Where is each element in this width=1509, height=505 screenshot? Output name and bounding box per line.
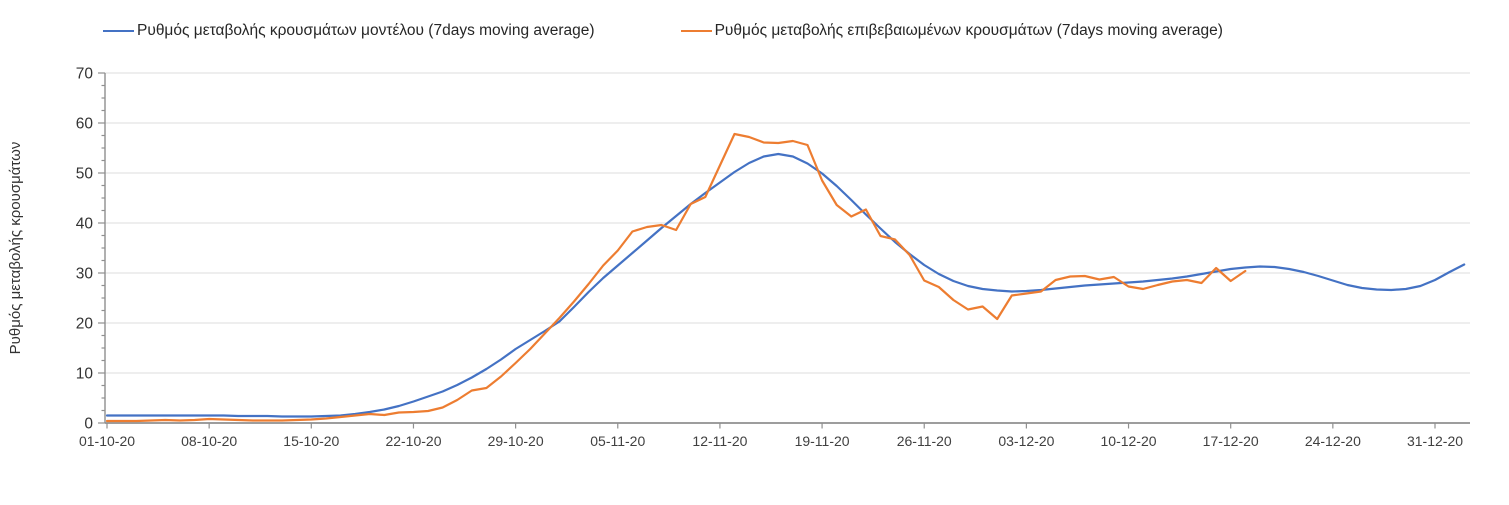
x-tick-label-26-11-20: 26-11-20 — [897, 433, 952, 449]
x-tick-label-19-11-20: 19-11-20 — [795, 433, 850, 449]
legend-item-model: Ρυθμός μεταβολής κρουσμάτων μοντέλου (7d… — [103, 22, 595, 40]
x-tick-label-24-12-20: 24-12-20 — [1305, 433, 1361, 449]
x-tick-label-12-11-20: 12-11-20 — [692, 433, 747, 449]
y-tick-label-30: 30 — [76, 266, 94, 283]
x-tick-label-08-10-20: 08-10-20 — [181, 433, 237, 449]
legend-label-model: Ρυθμός μεταβολής κρουσμάτων μοντέλου (7d… — [137, 22, 595, 39]
x-tick-label-17-12-20: 17-12-20 — [1203, 433, 1259, 449]
x-tick-label-29-10-20: 29-10-20 — [488, 433, 544, 449]
x-tick-label-22-10-20: 22-10-20 — [385, 433, 441, 449]
x-tick-label-05-11-20: 05-11-20 — [590, 433, 645, 449]
y-tick-label-70: 70 — [76, 66, 94, 83]
y-tick-label-0: 0 — [84, 416, 93, 433]
confirmed-series-line — [105, 132, 1247, 423]
legend: Ρυθμός μεταβολής κρουσμάτων μοντέλου (7d… — [103, 22, 1223, 40]
x-tick-label-03-12-20: 03-12-20 — [998, 433, 1054, 449]
x-tick-label-01-10-20: 01-10-20 — [79, 433, 135, 449]
model-series-swatch-icon — [103, 30, 134, 32]
legend-item-confirmed: Ρυθμός μεταβολής επιβεβαιωμένων κρουσμάτ… — [680, 22, 1223, 40]
y-tick-label-10: 10 — [76, 366, 94, 383]
y-tick-label-40: 40 — [76, 216, 94, 233]
model-series-line — [105, 152, 1466, 418]
confirmed-series-swatch-icon — [680, 30, 712, 32]
y-tick-label-50: 50 — [76, 166, 94, 183]
legend-label-confirmed: Ρυθμός μεταβολής επιβεβαιωμένων κρουσμάτ… — [714, 22, 1223, 39]
y-tick-label-60: 60 — [76, 116, 94, 133]
x-tick-label-10-12-20: 10-12-20 — [1101, 433, 1157, 449]
x-tick-label-15-10-20: 15-10-20 — [283, 433, 339, 449]
x-tick-label-31-12-20: 31-12-20 — [1407, 433, 1463, 449]
y-tick-label-20: 20 — [76, 316, 94, 333]
